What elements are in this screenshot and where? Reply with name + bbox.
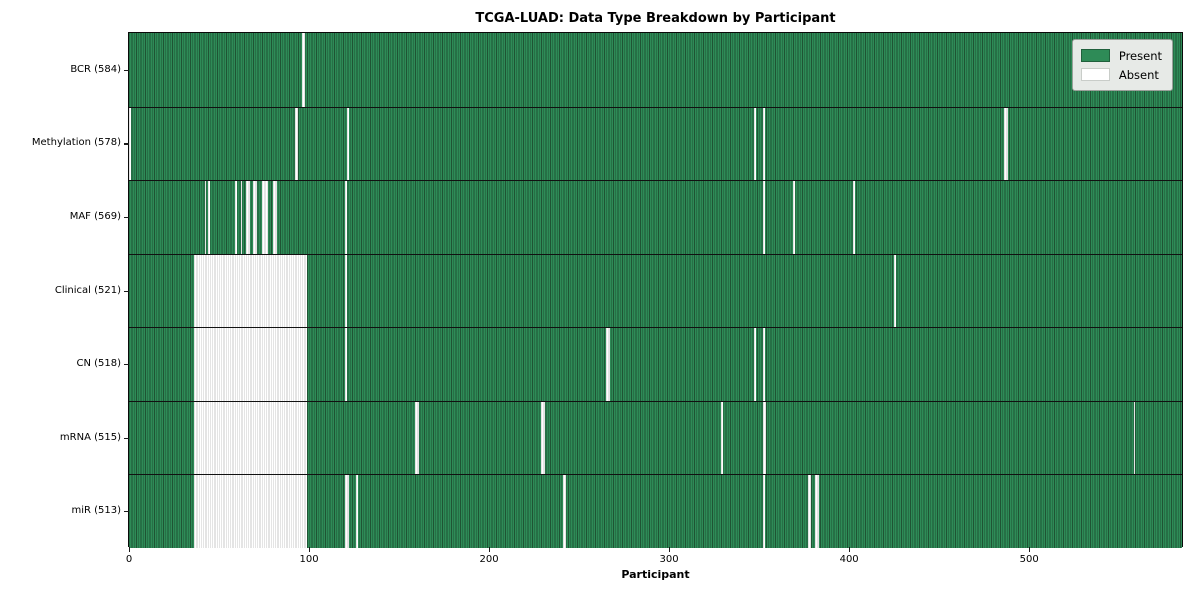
- absent-run: [246, 180, 250, 254]
- ytick-label-mRNA: mRNA (515): [59, 431, 121, 443]
- absent-run: [762, 474, 765, 548]
- x-axis-label: Participant: [621, 568, 690, 581]
- absent-run: [606, 327, 610, 401]
- chart-title: TCGA-LUAD: Data Type Breakdown by Partic…: [475, 11, 836, 26]
- ytick-label-BCR: BCR (584): [70, 63, 121, 75]
- heatmap-row-miR: [129, 474, 1182, 548]
- absent-run: [541, 400, 545, 475]
- absent-swatch-icon: [1080, 68, 1110, 81]
- absent-run: [753, 106, 756, 181]
- xtick-label-400: 400: [839, 554, 859, 565]
- xtick-label-0: 0: [125, 554, 133, 565]
- absent-run: [355, 474, 358, 548]
- absent-run: [345, 327, 347, 401]
- absent-run: [235, 180, 238, 254]
- row-separator: [129, 400, 1182, 402]
- absent-run: [193, 400, 308, 475]
- legend-label-present: Present: [1118, 48, 1162, 63]
- absent-run: [240, 180, 243, 254]
- present-swatch-icon: [1080, 49, 1110, 62]
- heatmap-row-CN: [129, 327, 1182, 401]
- absent-run: [814, 474, 819, 548]
- row-separator: [129, 253, 1182, 255]
- xtick-mark: [489, 547, 491, 552]
- plot-area: Data Type (Total Sample Count) Present A…: [32, 32, 1183, 565]
- absent-run: [253, 180, 257, 254]
- row-separator: [129, 180, 1182, 182]
- absent-run: [208, 180, 210, 254]
- legend-label-absent: Absent: [1118, 67, 1159, 82]
- xtick-label-200: 200: [479, 554, 499, 565]
- absent-run: [301, 33, 306, 107]
- absent-run: [294, 106, 299, 181]
- absent-run: [193, 474, 308, 548]
- absent-run: [852, 180, 855, 254]
- absent-run: [721, 400, 724, 475]
- row-separator: [129, 327, 1182, 329]
- ytick-mark: [124, 290, 129, 292]
- absent-run: [262, 180, 268, 254]
- absent-run: [762, 400, 767, 475]
- heatmap-row-Clinical: [129, 253, 1182, 328]
- absent-run: [1003, 106, 1008, 181]
- row-separator: [129, 106, 1182, 108]
- xtick-label-300: 300: [659, 554, 679, 565]
- ytick-label-MAF: MAF (569): [69, 210, 121, 222]
- absent-run: [762, 106, 765, 181]
- xtick-label-100: 100: [299, 554, 319, 565]
- xtick-mark: [309, 547, 311, 552]
- absent-run: [793, 180, 796, 254]
- legend: Present Absent: [1071, 39, 1173, 91]
- ytick-label-CN: CN (518): [76, 358, 121, 370]
- heatmap-row-MAF: [129, 180, 1182, 254]
- xtick-mark: [1029, 547, 1031, 552]
- heatmap-row-Methylation: [129, 106, 1182, 181]
- absent-run: [345, 474, 349, 548]
- ytick-mark: [124, 143, 129, 145]
- absent-run: [193, 327, 308, 401]
- absent-run: [807, 474, 812, 548]
- legend-item-absent: Absent: [1080, 65, 1162, 84]
- absent-run: [762, 180, 765, 254]
- heatmap-row-mRNA: [129, 400, 1182, 475]
- absent-run: [894, 253, 896, 328]
- ytick-mark: [124, 364, 129, 366]
- ytick-mark: [124, 511, 129, 513]
- absent-run: [345, 180, 347, 254]
- absent-run: [345, 253, 347, 328]
- absent-run: [129, 106, 131, 181]
- absent-run: [193, 253, 308, 328]
- ytick-label-miR: miR (513): [71, 505, 121, 517]
- xtick-label-500: 500: [1019, 554, 1039, 565]
- absent-run: [753, 327, 756, 401]
- xtick-mark: [129, 547, 131, 552]
- absent-run: [415, 400, 419, 475]
- heatmap-row-BCR: [129, 33, 1182, 107]
- ytick-mark: [124, 437, 129, 439]
- xtick-mark: [849, 547, 851, 552]
- absent-run: [204, 180, 207, 254]
- absent-run: [562, 474, 567, 548]
- xtick-mark: [669, 547, 671, 552]
- absent-run: [273, 180, 277, 254]
- ytick-mark: [124, 69, 129, 71]
- legend-item-present: Present: [1080, 46, 1162, 65]
- absent-run: [1133, 400, 1136, 475]
- ytick-mark: [124, 216, 129, 219]
- row-separator: [129, 474, 1182, 476]
- ytick-label-Methylation: Methylation (578): [31, 137, 121, 149]
- absent-run: [762, 327, 765, 401]
- absent-run: [346, 106, 349, 181]
- ytick-label-Clinical: Clinical (521): [54, 284, 121, 296]
